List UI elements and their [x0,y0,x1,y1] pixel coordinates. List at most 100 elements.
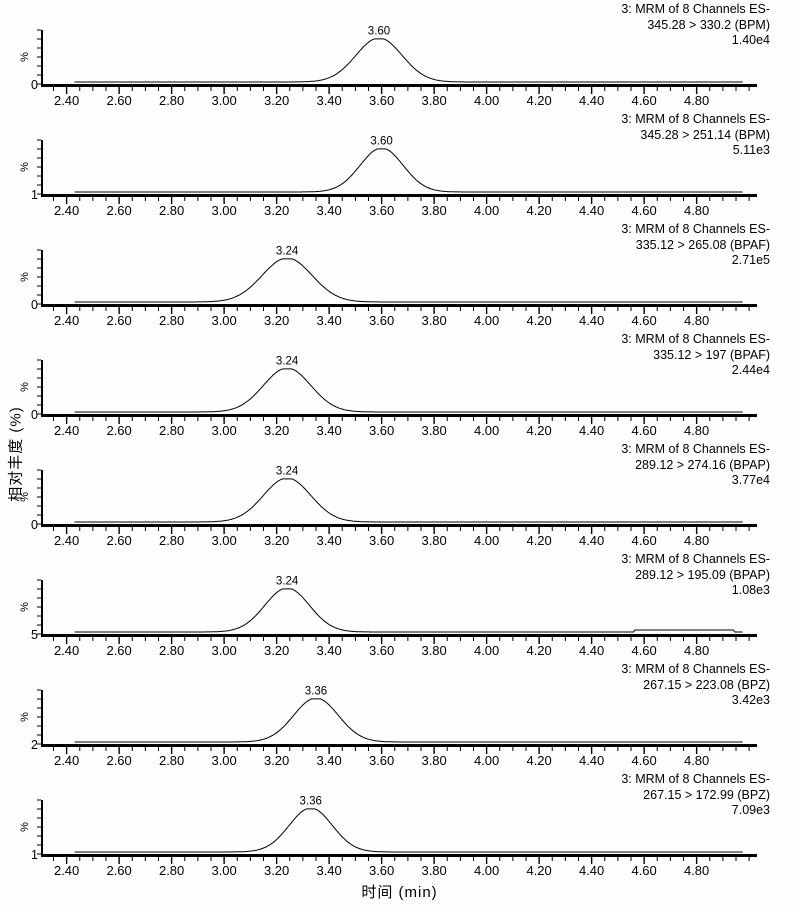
x-tick-label: 3.80 [421,423,446,438]
x-tick-label: 2.80 [159,753,184,768]
x-tick-label: 4.00 [474,423,499,438]
x-tick-label: 2.40 [54,423,79,438]
chromatogram-plot: 2.40 2.60 2.80 3.00 3.20 3.40 3.60 3.80 4.00 4.20… [19,686,757,768]
x-ticks [53,747,750,754]
x-tick-label: 4.00 [474,863,499,878]
x-tick-labels: 2.40 2.60 2.80 3.00 3.20 3.40 3.60 3.80 4.00 4.20… [54,423,709,438]
channel-intensity: 2.44e4 [731,363,770,377]
x-tick-label: 4.00 [474,533,499,548]
x-tick-label: 2.80 [159,533,184,548]
y-axis-base-label: 2 [31,738,38,752]
x-axis [41,194,757,197]
x-tick-label: 4.20 [526,313,551,328]
channel-intensity: 5.11e3 [732,143,770,157]
channel-intensity: 1.40e4 [731,33,770,47]
channel-label: 3: MRM of 8 Channels ES- 267.15 > 223.08… [621,662,770,709]
x-tick-label: 4.80 [684,643,709,658]
y-axis-base-label: 0 [31,408,38,422]
channel-intensity: 7.09e3 [731,803,770,817]
x-tick-labels: 2.40 2.60 2.80 3.00 3.20 3.40 3.60 3.80 4.00 4.20… [54,533,709,548]
x-tick-label: 3.20 [264,203,289,218]
x-tick-label: 2.60 [106,753,131,768]
chromatogram-panel: 2.40 2.60 2.80 3.00 3.20 3.40 3.60 3.80 4.00 4.20… [0,110,799,220]
x-tick-label: 3.60 [369,203,394,218]
x-tick-label: 3.80 [421,533,446,548]
chromatogram-plot: 2.40 2.60 2.80 3.00 3.20 3.40 3.60 3.80 4.00 4.20… [19,26,757,108]
x-tick-label: 2.40 [54,203,79,218]
y-axis-base-label: 0 [31,78,38,92]
channel-label: 3: MRM of 8 Channels ES- 345.28 > 330.2 … [621,2,770,49]
chromatogram-trace [74,588,743,633]
chromatogram-trace [74,148,743,193]
x-tick-label: 4.60 [631,93,656,108]
x-tick-label: 2.80 [159,203,184,218]
chromatogram-trace [74,808,743,853]
x-tick-label: 4.00 [474,753,499,768]
x-tick-label: 3.80 [421,313,446,328]
y-axis-unit-label: % [19,492,31,502]
x-tick-label: 3.60 [369,863,394,878]
channel-title: 3: MRM of 8 Channels ES- [621,222,770,236]
x-tick-label: 3.20 [264,643,289,658]
x-tick-label: 3.80 [421,203,446,218]
y-axis-unit-label: % [19,382,31,392]
chromatogram-plot: 2.40 2.60 2.80 3.00 3.20 3.40 3.60 3.80 4.00 4.20… [19,796,757,878]
peak-rt-label: 3.24 [276,246,299,258]
y-axis [41,250,43,307]
y-ticks [37,689,41,745]
channel-transition: 335.12 > 197 (BPAF) [653,347,770,362]
x-tick-label: 4.60 [631,863,656,878]
x-tick-label: 2.60 [106,93,131,108]
x-tick-label: 2.60 [106,863,131,878]
channel-title: 3: MRM of 8 Channels ES- [621,552,770,566]
x-tick-label: 3.60 [369,643,394,658]
x-tick-label: 3.60 [369,313,394,328]
channel-label: 3: MRM of 8 Channels ES- 345.28 > 251.14… [621,112,770,159]
peak-rt-label: 3.24 [276,356,299,368]
y-ticks [37,469,41,525]
x-tick-label: 4.40 [579,643,604,658]
channel-label: 3: MRM of 8 Channels ES- 289.12 > 195.09… [621,552,770,599]
channel-label: 3: MRM of 8 Channels ES- 335.12 > 265.08… [621,222,770,269]
chromatogram-panel: 2.40 2.60 2.80 3.00 3.20 3.40 3.60 3.80 4.00 4.20… [0,660,799,770]
x-tick-label: 2.40 [54,863,79,878]
y-ticks [37,359,41,415]
channel-title: 3: MRM of 8 Channels ES- [621,2,770,16]
x-tick-label: 4.60 [631,203,656,218]
x-axis [41,854,757,857]
x-tick-label: 2.80 [159,643,184,658]
y-axis-base-label: 1 [31,848,38,862]
x-tick-label: 4.60 [631,753,656,768]
x-tick-label: 3.00 [211,863,236,878]
channel-label: 3: MRM of 8 Channels ES- 267.15 > 172.99… [621,772,770,819]
channel-transition: 267.15 > 172.99 (BPZ) [643,787,770,802]
channel-intensity: 2.71e5 [731,253,770,267]
x-tick-label: 2.40 [54,643,79,658]
x-tick-label: 4.20 [526,533,551,548]
channel-title: 3: MRM of 8 Channels ES- [621,662,770,676]
channel-title: 3: MRM of 8 Channels ES- [621,112,770,126]
y-ticks [37,139,41,195]
y-axis-base-label: 1 [31,188,38,202]
x-tick-label: 4.20 [526,643,551,658]
chromatogram-plot: 2.40 2.60 2.80 3.00 3.20 3.40 3.60 3.80 4.00 4.20… [19,246,757,328]
x-axis [41,744,757,747]
y-axis-unit-label: % [19,162,31,172]
x-tick-label: 3.80 [421,643,446,658]
channel-transition: 335.12 > 265.08 (BPAF) [635,237,770,252]
x-tick-label: 4.20 [526,863,551,878]
peak-rt-label: 3.60 [370,136,392,148]
x-tick-label: 3.80 [421,753,446,768]
x-tick-label: 3.20 [264,533,289,548]
chromatogram-plot: 2.40 2.60 2.80 3.00 3.20 3.40 3.60 3.80 4.00 4.20… [19,136,757,218]
y-axis-base-label: 0 [31,518,38,532]
x-tick-label: 3.40 [316,313,341,328]
x-tick-label: 4.60 [631,313,656,328]
x-ticks [53,857,750,864]
x-tick-label: 4.40 [579,313,604,328]
x-tick-label: 3.20 [264,863,289,878]
channel-transition: 267.15 > 223.08 (BPZ) [643,677,770,692]
chromatogram-panel: 2.40 2.60 2.80 3.00 3.20 3.40 3.60 3.80 4.00 4.20… [0,330,799,440]
x-tick-label: 4.40 [579,753,604,768]
x-tick-label: 3.20 [264,93,289,108]
